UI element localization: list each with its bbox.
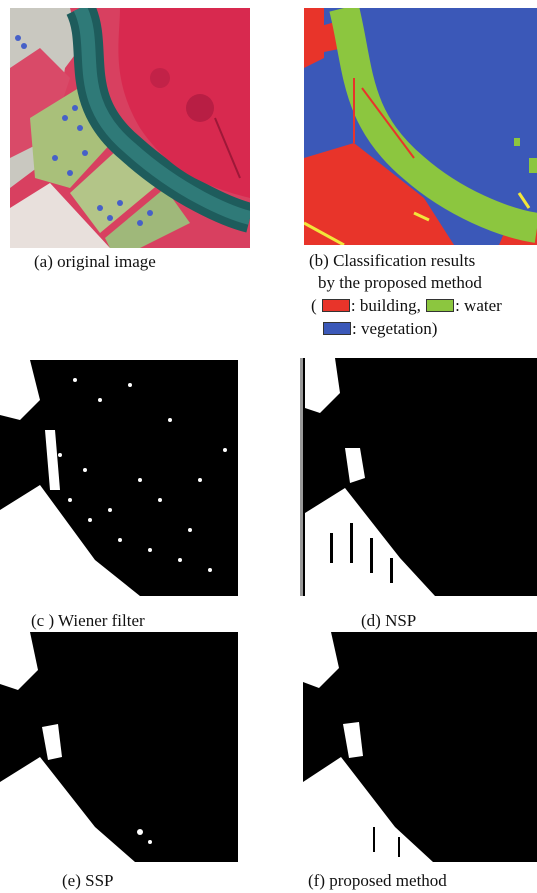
water-swatch <box>426 299 455 312</box>
wiener-filter-image <box>0 360 238 596</box>
wiener-filter-panel <box>0 360 238 596</box>
ssp-panel <box>0 632 238 862</box>
nsp-image <box>300 358 537 596</box>
caption-a: (a) original image <box>34 252 156 271</box>
legend-vegetation: : vegetation) <box>352 319 438 338</box>
legend-water: : water <box>455 296 502 315</box>
original-image-panel <box>10 8 250 248</box>
caption-b-line1: (b) Classification results <box>309 251 476 270</box>
legend-line1: ( : building, : water <box>311 295 502 316</box>
caption-e: (e) SSP <box>62 871 114 890</box>
original-image <box>10 8 250 248</box>
caption-c: (c ) Wiener filter <box>31 611 145 630</box>
nsp-panel <box>300 358 537 596</box>
legend-line2: : vegetation) <box>322 318 437 339</box>
legend-open: ( <box>311 296 317 315</box>
caption-b-line2: by the proposed method <box>318 273 482 292</box>
proposed-method-panel <box>303 632 537 862</box>
proposed-method-image <box>303 632 537 862</box>
ssp-image <box>0 632 238 862</box>
caption-f: (f) proposed method <box>308 871 447 890</box>
vegetation-swatch <box>323 322 351 335</box>
caption-d: (d) NSP <box>361 611 417 630</box>
building-swatch <box>321 299 350 312</box>
classification-panel <box>304 8 537 245</box>
legend-building: : building, <box>350 296 421 315</box>
classification-image <box>304 8 537 245</box>
